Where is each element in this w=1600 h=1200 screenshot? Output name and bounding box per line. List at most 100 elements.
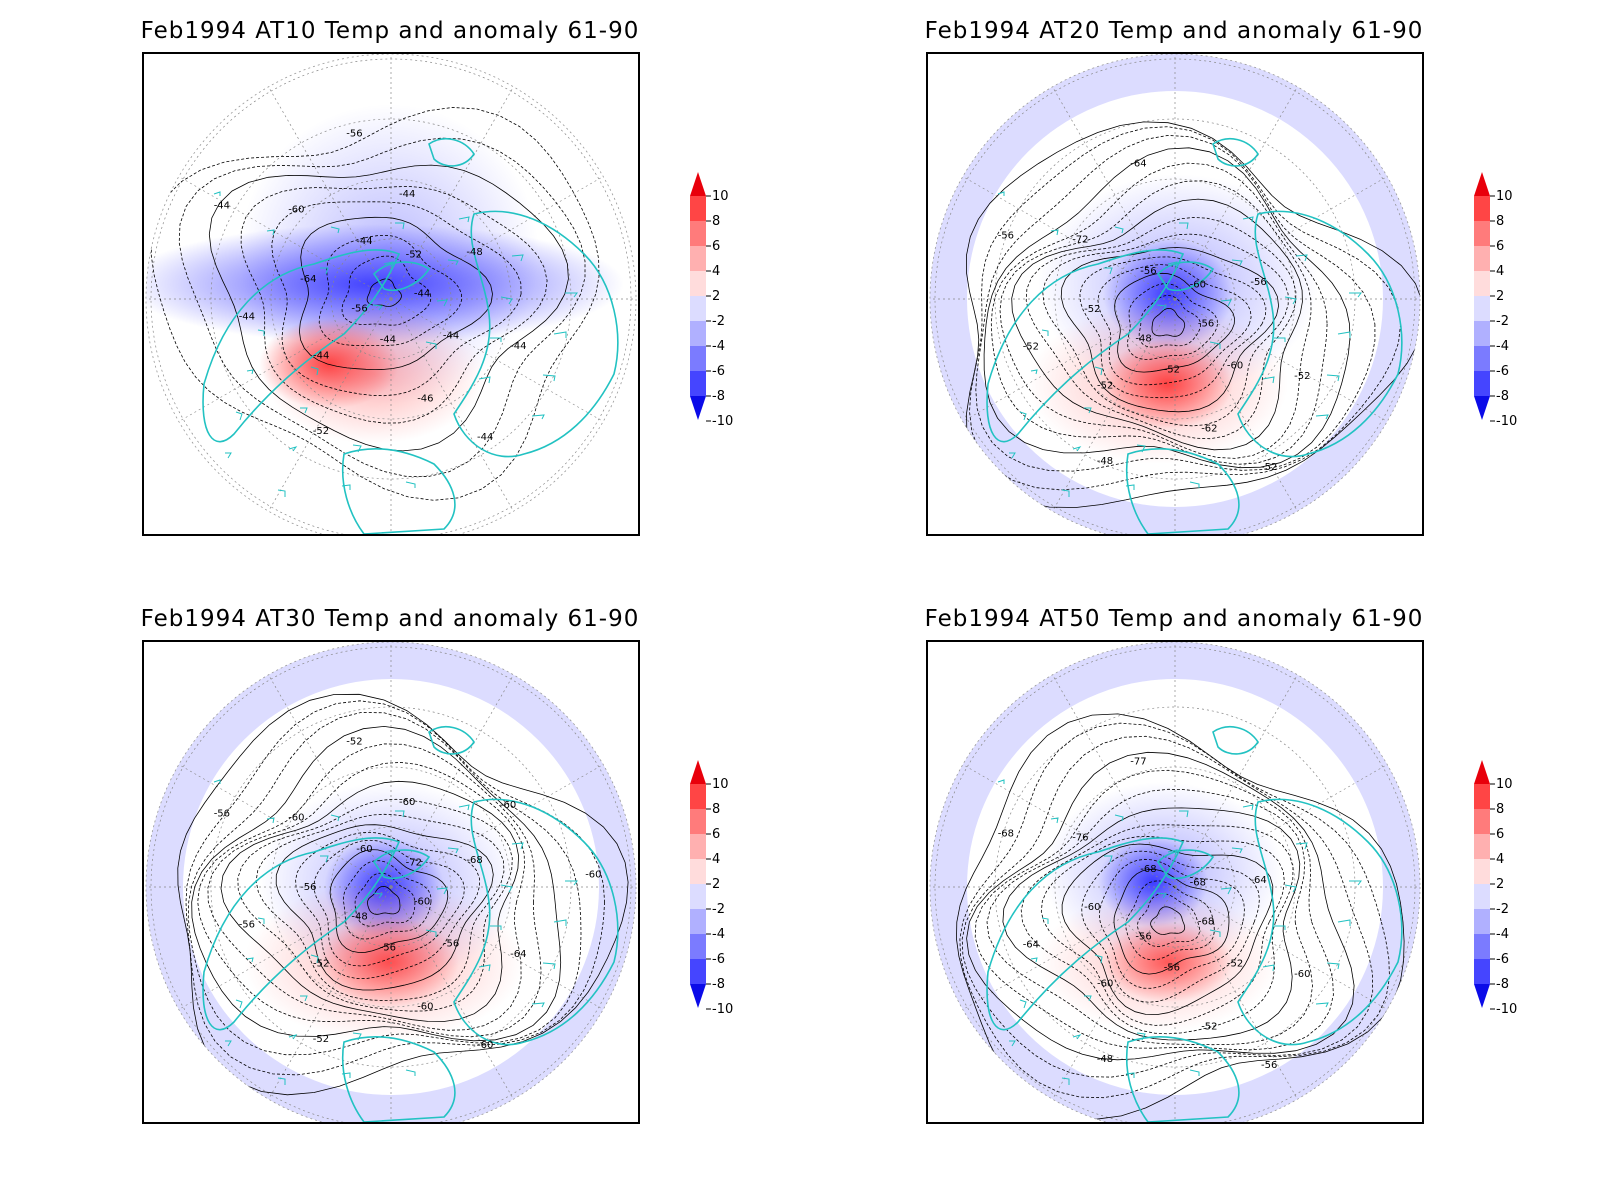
- contour-label: -60: [399, 797, 415, 808]
- colorbar-swatch: [690, 934, 706, 959]
- meridian: [962, 176, 1176, 300]
- temperature-contour: [961, 735, 1374, 1078]
- border-line: [1337, 331, 1351, 338]
- temperature-contour: [974, 769, 1334, 1051]
- colorbar-label: -2: [1496, 902, 1509, 917]
- meridian: [1174, 674, 1298, 888]
- colorbar-swatch: [690, 321, 706, 346]
- border-line: [405, 1069, 416, 1076]
- colorbar: 10 8 6 4 2 -2 -4 -6 -8 -10: [690, 170, 760, 450]
- contour-label: -56: [1135, 932, 1151, 943]
- border-line: [277, 489, 286, 497]
- contour-label: -68: [1198, 917, 1214, 928]
- border-line: [1167, 261, 1178, 268]
- contour-label: -52: [313, 1034, 329, 1045]
- contour-label: -68: [466, 855, 482, 866]
- positive-anomaly: [1038, 892, 1278, 1032]
- coastline: [1125, 1036, 1240, 1122]
- panel-at50: Feb1994 AT50 Temp and anomaly 61-90 -68-…: [784, 588, 1564, 1188]
- coastline: [453, 210, 619, 458]
- meridian: [390, 674, 514, 888]
- meridian: [1052, 86, 1176, 300]
- border-line: [225, 1040, 232, 1047]
- colorbar-swatch: [690, 834, 706, 859]
- border-line: [1337, 919, 1351, 926]
- coastline: [341, 448, 456, 534]
- colorbar-label: -4: [1496, 927, 1509, 942]
- contour-label: -56: [300, 882, 316, 893]
- contour-label: -56: [1164, 962, 1180, 973]
- colorbar: 10 8 6 4 2 -2 -4 -6 -8 -10: [1474, 170, 1544, 450]
- border-line: [372, 304, 383, 311]
- meridian: [268, 674, 392, 888]
- meridian: [1052, 674, 1176, 888]
- temperature-contour: [956, 713, 1405, 1120]
- meridian: [390, 886, 514, 1100]
- border-line: [320, 267, 329, 275]
- border-line: [352, 444, 362, 453]
- colorbar: 10 8 6 4 2 -2 -4 -6 -8 -10: [1474, 758, 1544, 1038]
- colorbar-graphic: [690, 172, 711, 422]
- coastline: [1156, 849, 1215, 879]
- contour-label: -64: [510, 949, 526, 960]
- temperature-contour: [177, 693, 629, 1096]
- colorbar-swatch: [690, 784, 706, 809]
- temperature-contour: [1060, 247, 1280, 413]
- colorbar-label: -6: [712, 952, 725, 967]
- contour-label: -44: [380, 334, 396, 345]
- colorbar-label: -4: [1496, 339, 1509, 354]
- temperature-contour: [983, 147, 1351, 469]
- contour-label: -46: [417, 394, 433, 405]
- contour-label: -56: [351, 304, 367, 315]
- border-line: [997, 779, 1005, 784]
- panel-title: Feb1994 AT20 Temp and anomaly 61-90: [924, 18, 1424, 44]
- border-line: [352, 1032, 362, 1041]
- colorbar-label: -10: [1496, 414, 1518, 429]
- coastline: [986, 837, 1185, 1031]
- border-line: [1179, 810, 1189, 818]
- border-line: [425, 929, 437, 937]
- colorbar-arrow-bottom: [690, 396, 706, 420]
- coastline: [372, 849, 431, 879]
- coastline: [1125, 448, 1240, 534]
- temperature-contour: [1114, 272, 1236, 373]
- contour-label: -52: [1261, 462, 1277, 473]
- temperature-contour: [367, 885, 401, 915]
- border-line: [341, 1072, 351, 1078]
- border-line: [320, 855, 329, 863]
- contour-label: -56: [380, 942, 396, 953]
- border-line: [511, 842, 524, 850]
- temperature-contour: [298, 216, 493, 370]
- border-line: [1349, 880, 1362, 886]
- border-line: [213, 779, 221, 784]
- contour-label: -48: [1097, 456, 1113, 467]
- border-line: [1262, 964, 1275, 972]
- map-outer-circle: [929, 642, 1421, 1122]
- coastline: [986, 249, 1185, 443]
- border-line: [1104, 855, 1113, 863]
- contour-label: -44: [399, 189, 415, 200]
- border-line: [277, 1077, 286, 1085]
- contour-label: -64: [300, 274, 316, 285]
- temperature-contour: [354, 872, 416, 927]
- border-line: [395, 222, 405, 230]
- colorbar-swatch: [690, 909, 706, 934]
- border-line: [1209, 929, 1221, 937]
- colorbar-swatch: [690, 271, 706, 296]
- colorbar-swatch: [1474, 859, 1490, 884]
- colorbar-arrow-top: [690, 760, 706, 784]
- colorbar-swatch: [690, 221, 706, 246]
- temperature-contour: [1138, 295, 1201, 348]
- meridian: [390, 298, 514, 512]
- colorbar-swatch: [1474, 271, 1490, 296]
- border-line: [500, 296, 513, 305]
- contour-label: -44: [313, 351, 329, 362]
- border-line: [266, 229, 275, 236]
- temperature-contour: [1125, 880, 1215, 961]
- contour-label: -44: [443, 331, 459, 342]
- border-line: [500, 884, 513, 893]
- contour-label: -56: [214, 809, 230, 820]
- border-line: [565, 292, 578, 298]
- border-line: [1262, 376, 1275, 384]
- contour-label: -44: [214, 201, 230, 212]
